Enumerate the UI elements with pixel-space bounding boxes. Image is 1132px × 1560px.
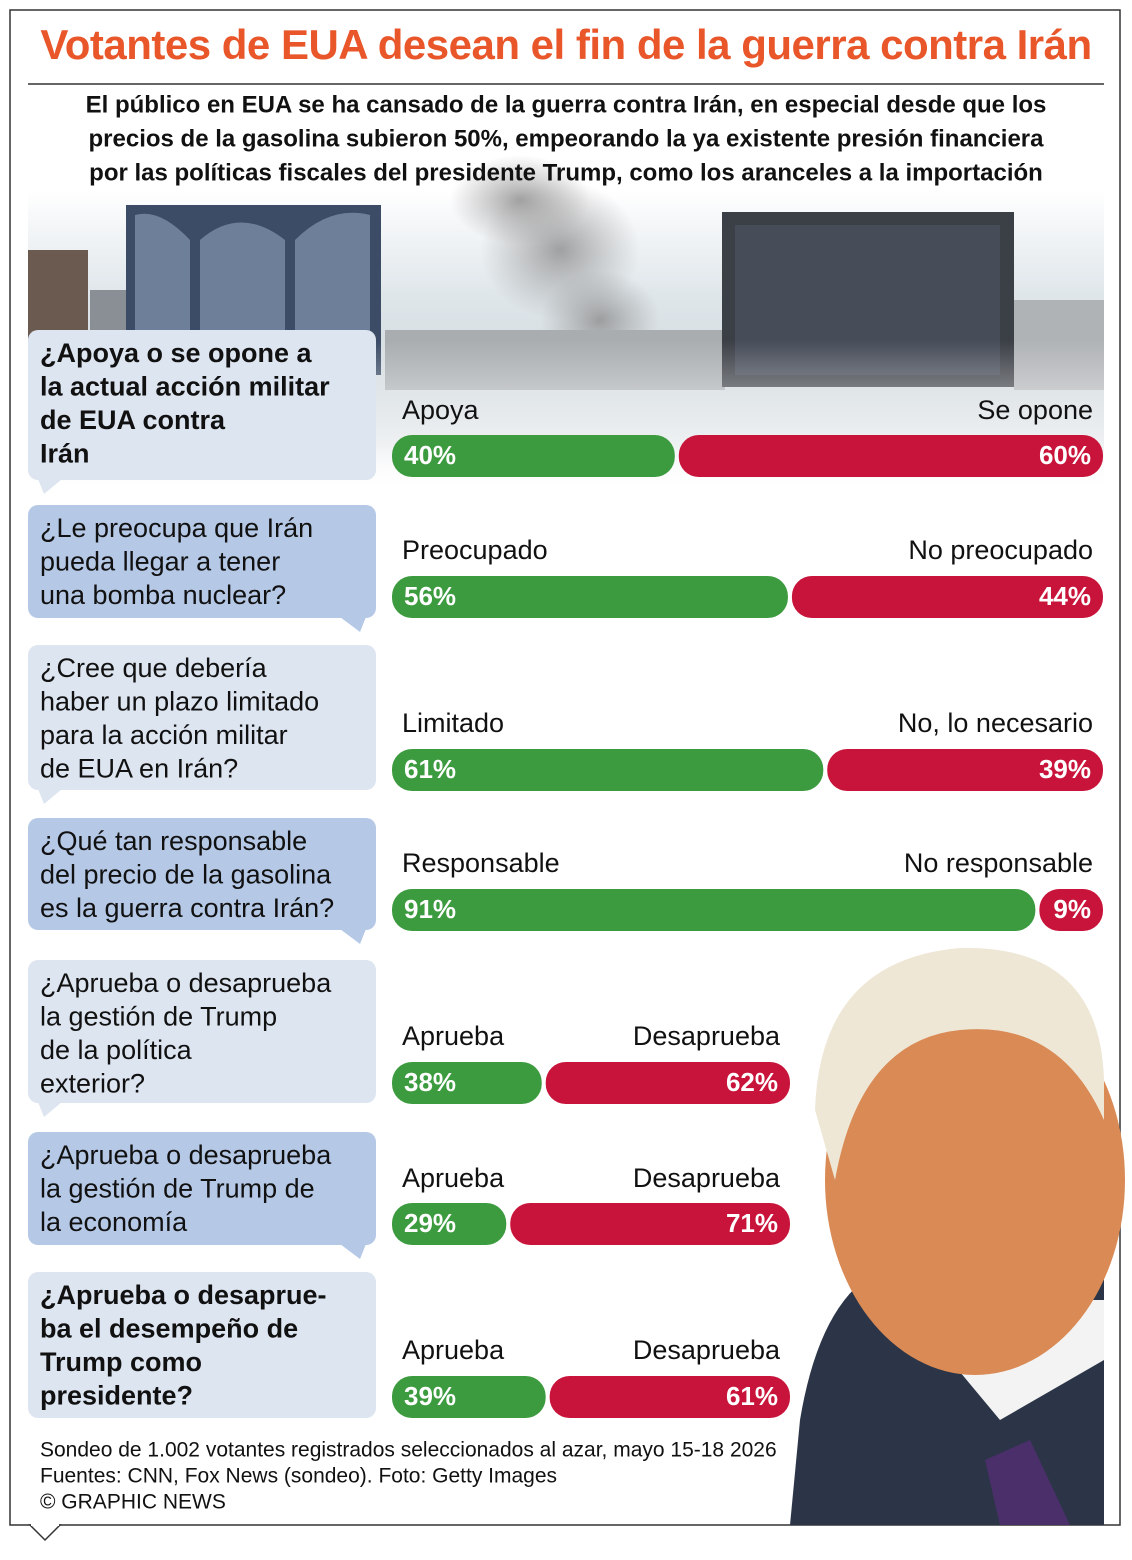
bar-segment <box>392 889 1036 931</box>
frame-tail <box>28 1524 62 1542</box>
bar-segment <box>392 749 824 791</box>
bar-segment <box>1039 889 1103 931</box>
question-bubble <box>28 960 376 1103</box>
bar-segment <box>392 576 788 618</box>
footnote: Sondeo de 1.002 votantes registrados sel… <box>40 1439 777 1462</box>
value-label: 38% <box>404 1067 456 1097</box>
question-line: ¿Aprueba o desaprueba <box>40 1140 332 1170</box>
bubble-tail <box>38 1102 62 1117</box>
value-label: 39% <box>1039 754 1091 784</box>
legend-label: Apoya <box>402 395 480 425</box>
bubble-tail <box>340 1244 366 1259</box>
question-line: Irán <box>40 439 90 469</box>
bar-segment <box>791 576 1103 618</box>
bar-segment <box>392 435 675 477</box>
legend-label: Responsable <box>402 848 560 878</box>
value-label: 91% <box>404 894 456 924</box>
bar-segment <box>392 1062 542 1104</box>
subtitle-line: El público en EUA se ha cansado de la gu… <box>86 91 1047 118</box>
bubble-tail <box>38 789 62 804</box>
question-line: de EUA contra <box>40 405 226 435</box>
legend-label: Limitado <box>402 708 504 738</box>
bubble-tail <box>340 617 366 632</box>
question-bubble <box>28 818 376 930</box>
value-label: 56% <box>404 581 456 611</box>
value-label: 9% <box>1053 894 1091 924</box>
question-line: ¿Apoya o se opone a <box>40 338 313 368</box>
footnote: Fuentes: CNN, Fox News (sondeo). Foto: G… <box>40 1465 557 1488</box>
legend-label: Aprueba <box>402 1335 505 1365</box>
question-line: Trump como <box>40 1347 202 1377</box>
value-label: 61% <box>404 754 456 784</box>
question-line: la gestión de Trump de <box>40 1174 315 1204</box>
bar-segment <box>549 1376 790 1418</box>
legend-label: Desaprueba <box>633 1163 781 1193</box>
value-label: 29% <box>404 1208 456 1238</box>
question-line: la economía <box>40 1207 188 1237</box>
bubble-tail <box>340 929 366 944</box>
legend-label: Aprueba <box>402 1021 505 1051</box>
legend-label: Desaprueba <box>633 1335 781 1365</box>
question-line: una bomba nuclear? <box>40 580 286 610</box>
question-line: ¿Le preocupa que Irán <box>40 513 313 543</box>
question-line: pueda llegar a tener <box>40 547 280 577</box>
legend-label: Se opone <box>977 395 1093 425</box>
question-line: de EUA en Irán? <box>40 754 238 784</box>
value-label: 39% <box>404 1381 456 1411</box>
question-line: del precio de la gasolina <box>40 860 332 890</box>
value-label: 62% <box>726 1067 778 1097</box>
portrait-photo <box>790 947 1125 1525</box>
legend-label: Preocupado <box>402 535 548 565</box>
bar-segment <box>827 749 1103 791</box>
question-line: ¿Aprueba o desaprueba <box>40 968 332 998</box>
value-label: 44% <box>1039 581 1091 611</box>
bar-segment <box>545 1062 790 1104</box>
title: Votantes de EUA desean el fin de la guer… <box>40 21 1091 68</box>
question-line: de la política <box>40 1035 193 1065</box>
bar-segment <box>392 1376 546 1418</box>
question-line: es la guerra contra Irán? <box>40 893 334 923</box>
legend-label: Desaprueba <box>633 1021 781 1051</box>
question-line: la gestión de Trump <box>40 1002 277 1032</box>
question-line: la actual acción militar <box>40 372 330 402</box>
question-line: ¿Cree que debería <box>40 653 268 683</box>
value-label: 71% <box>726 1208 778 1238</box>
bar-segment <box>392 1203 507 1245</box>
legend-label: No, lo necesario <box>898 708 1093 738</box>
question-bubble <box>28 505 376 618</box>
legend-label: No preocupado <box>908 535 1093 565</box>
question-bubble <box>28 1272 376 1418</box>
question-line: exterior? <box>40 1069 145 1099</box>
question-line: para la acción militar <box>40 720 288 750</box>
bubble-tail <box>38 479 62 494</box>
value-label: 61% <box>726 1381 778 1411</box>
question-bubble <box>28 330 376 480</box>
subtitle-line: por las políticas fiscales del president… <box>89 159 1043 186</box>
bar-segment <box>510 1203 790 1245</box>
legend-label: Aprueba <box>402 1163 505 1193</box>
question-line: haber un plazo limitado <box>40 687 319 717</box>
bar-segment <box>678 435 1103 477</box>
value-label: 60% <box>1039 440 1091 470</box>
footnote: © GRAPHIC NEWS <box>40 1491 226 1514</box>
question-bubble <box>28 1132 376 1245</box>
subtitle-line: precios de la gasolina subieron 50%, emp… <box>89 125 1045 152</box>
question-line: ba el desempeño de <box>40 1314 298 1344</box>
question-line: ¿Qué tan responsable <box>40 826 307 856</box>
value-label: 40% <box>404 440 456 470</box>
question-bubble <box>28 645 376 790</box>
question-line: presidente? <box>40 1381 193 1411</box>
question-line: ¿Aprueba o desaprue- <box>40 1280 327 1310</box>
legend-label: No responsable <box>904 848 1093 878</box>
